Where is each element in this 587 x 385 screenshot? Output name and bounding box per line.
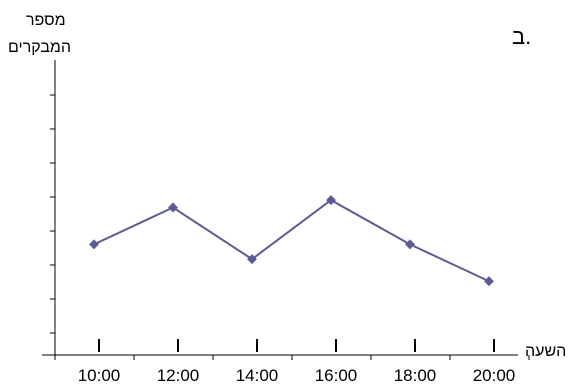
- series-line: [93, 198, 490, 283]
- x-tick-label: 10:00: [78, 366, 121, 385]
- x-tick-label: 16:00: [315, 366, 358, 385]
- y-axis-title-line2: המבקרים: [8, 39, 71, 56]
- y-axis-title-line1: מספר: [26, 12, 66, 29]
- x-tick-label: 12:00: [157, 366, 200, 385]
- chart-label: ב.: [512, 24, 531, 49]
- data-point: [168, 202, 178, 213]
- x-tick-label: 14:00: [236, 366, 279, 385]
- data-point: [247, 254, 257, 265]
- data-point: [89, 239, 99, 250]
- x-tick-label: 18:00: [394, 366, 437, 385]
- plot-area: [89, 195, 494, 287]
- data-point: [405, 239, 415, 250]
- x-tick-label: 20:00: [473, 366, 516, 385]
- x-axis-title: השעה: [525, 343, 566, 360]
- data-point: [484, 276, 494, 287]
- axes: 10:00 12:00 14:00 16:00 18:00 20:00: [42, 60, 530, 385]
- data-point: [326, 195, 336, 206]
